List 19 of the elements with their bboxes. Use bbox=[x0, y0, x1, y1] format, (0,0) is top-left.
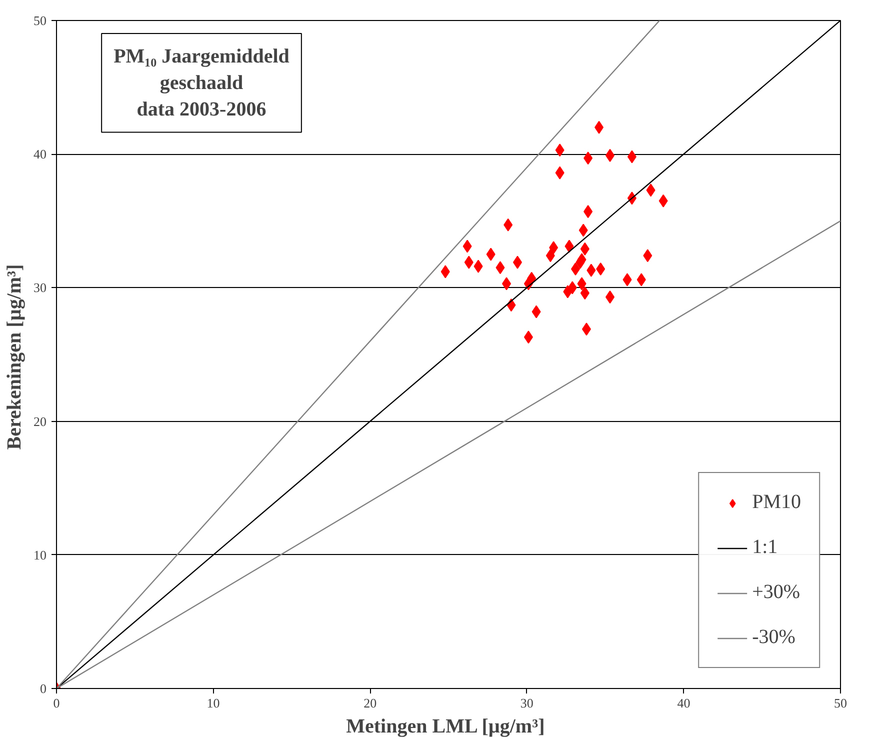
x-tick-label: 10 bbox=[206, 696, 220, 710]
x-tick-label: 30 bbox=[520, 696, 534, 710]
x-axis-title: Metingen LML [µg/m³] bbox=[346, 716, 545, 738]
y-tick-label: 20 bbox=[34, 414, 46, 429]
x-tick-label: 50 bbox=[834, 696, 847, 710]
legend-label: +30% bbox=[752, 581, 800, 604]
x-tick-label: 20 bbox=[364, 696, 377, 710]
legend-label: -30% bbox=[752, 626, 796, 649]
y-tick-label: 40 bbox=[34, 146, 46, 162]
y-tick-label: 30 bbox=[34, 280, 46, 296]
y-tick-label: 10 bbox=[34, 547, 46, 562]
x-tick-label: 0 bbox=[53, 696, 60, 710]
y-axis-title: Berekeningen [µg/m³] bbox=[4, 264, 26, 450]
y-tick-label: 50 bbox=[34, 13, 46, 28]
x-tick-label: 40 bbox=[677, 696, 690, 710]
y-tick-label: 0 bbox=[40, 681, 46, 696]
text: PM₁₀ Jaargemiddeld geschaald data 2003-2006 bbox=[114, 46, 290, 120]
legend-label: PM10 bbox=[752, 491, 801, 514]
legend-label: 1:1 bbox=[752, 536, 778, 559]
